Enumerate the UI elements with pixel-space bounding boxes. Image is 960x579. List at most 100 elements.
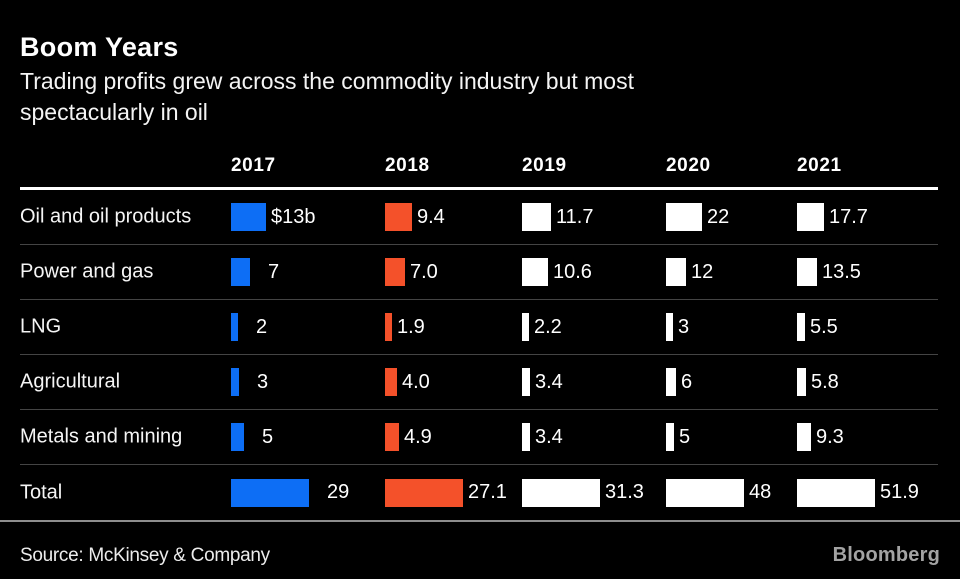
bar-2019: [522, 313, 529, 341]
row-label: Oil and oil products: [20, 205, 192, 228]
bar-value-label: 10.6: [553, 260, 592, 283]
bar-2017: [231, 368, 239, 396]
bar-cell: 5.5: [797, 300, 838, 354]
bar-cell: 7.0: [385, 245, 438, 299]
bar-value-label: 7.0: [410, 260, 438, 283]
bar-cell: 11.7: [522, 190, 593, 244]
bar-value-label: 9.3: [816, 425, 844, 448]
bar-cell: 22: [666, 190, 729, 244]
bar-2020: [666, 258, 686, 286]
bar-value-label: 22: [707, 205, 730, 228]
bar-2020: [666, 368, 676, 396]
bar-value-label: 48: [749, 481, 772, 503]
row-label: Total: [20, 481, 63, 503]
bar-value-label: 7: [268, 260, 280, 283]
row-label: Power and gas: [20, 260, 154, 283]
bar-value-label: 5.5: [810, 315, 838, 338]
bar-cell: 3: [666, 300, 689, 354]
bar-2021: [797, 203, 824, 231]
bar-2020: [666, 478, 744, 507]
bar-2017: [231, 258, 250, 286]
bar-cell: 4.0: [385, 355, 430, 409]
bar-cell: 5: [231, 410, 273, 464]
bar-2021: [797, 423, 811, 451]
subtitle-line-2: spectacularly in oil: [20, 99, 208, 125]
footer: Source: McKinsey & Company Bloomberg: [0, 522, 960, 567]
bar-2017: [231, 423, 244, 451]
bar-value-label: 12: [691, 260, 714, 283]
bar-2021: [797, 478, 875, 507]
header-rule: [20, 187, 938, 190]
table-row: LNG 2 1.9 2.2 3 5.5: [20, 300, 938, 355]
bar-cell: 10.6: [522, 245, 592, 299]
bar-2021: [797, 368, 806, 396]
bar-value-label: 9.4: [417, 205, 445, 228]
year-header-2018: 2018: [385, 155, 430, 176]
bar-value-label: 3: [257, 370, 269, 393]
bar-2019: [522, 203, 551, 231]
bar-value-label: 3.4: [535, 425, 563, 448]
table-row: Agricultural 3 4.0 3.4 6 5.8: [20, 355, 938, 410]
bar-2018: [385, 478, 463, 507]
year-header-2019: 2019: [522, 155, 567, 176]
bar-2019: [522, 258, 548, 286]
bar-2020: [666, 203, 702, 231]
bar-2020: [666, 423, 674, 451]
bar-cell: 4.9: [385, 410, 432, 464]
bar-value-label: 5.8: [811, 370, 839, 393]
bloomberg-logo: Bloomberg: [832, 544, 940, 566]
bar-value-label: 3: [678, 315, 690, 338]
bar-value-label: 31.3: [605, 481, 644, 503]
bar-value-label: $13b: [271, 205, 316, 228]
bar-cell: 6: [666, 355, 692, 409]
source-text: Source: McKinsey & Company: [20, 545, 270, 566]
bar-value-label: 51.9: [880, 481, 919, 503]
bar-cell: 31.3: [522, 465, 644, 520]
bar-value-label: 4.0: [402, 370, 430, 393]
bar-cell: 9.4: [385, 190, 445, 244]
bar-value-label: 27.1: [468, 481, 507, 503]
bar-value-label: 17.7: [829, 205, 868, 228]
bar-2020: [666, 313, 673, 341]
row-label: LNG: [20, 315, 62, 338]
page-title: Boom Years: [20, 32, 179, 62]
bar-value-label: 29: [327, 481, 350, 503]
row-label: Metals and mining: [20, 425, 183, 448]
bar-value-label: 5: [262, 425, 274, 448]
footer-rule: [0, 520, 960, 522]
bar-value-label: 11.7: [556, 205, 594, 228]
bar-cell: 51.9: [797, 465, 919, 520]
bar-value-label: 2.2: [534, 315, 562, 338]
bar-2019: [522, 423, 530, 451]
chart-subtitle: Trading profits grew across the commodit…: [20, 66, 960, 128]
bar-2018: [385, 423, 399, 451]
bar-cell: 12: [666, 245, 713, 299]
year-header-2021: 2021: [797, 155, 842, 176]
table-row: Metals and mining 5 4.9 3.4 5 9.3: [20, 410, 938, 465]
bar-value-label: 3.4: [535, 370, 563, 393]
bar-cell: 9.3: [797, 410, 844, 464]
bar-value-label: 6: [681, 370, 693, 393]
bar-value-label: 13.5: [822, 260, 861, 283]
bar-cell: 3.4: [522, 355, 563, 409]
bar-cell: 7: [231, 245, 279, 299]
bar-2018: [385, 313, 392, 341]
bar-cell: 27.1: [385, 465, 507, 520]
bar-2021: [797, 258, 817, 286]
bar-2017: [231, 313, 238, 341]
table-rows: Oil and oil products $13b 9.4 11.7 22 17.7 Pow…: [20, 190, 938, 520]
year-header-2017: 2017: [231, 155, 276, 176]
bar-cell: 2.2: [522, 300, 562, 354]
bar-2019: [522, 368, 530, 396]
year-header-row: 2017 2018 2019 2020 2021: [20, 128, 938, 187]
bar-value-label: 1.9: [397, 315, 425, 338]
bar-value-label: 2: [256, 315, 268, 338]
bar-cell: 17.7: [797, 190, 868, 244]
bar-2017: [231, 203, 266, 231]
bar-cell: 48: [666, 465, 771, 520]
bar-cell: 1.9: [385, 300, 425, 354]
bar-2019: [522, 478, 600, 507]
bar-value-label: 4.9: [404, 425, 432, 448]
bar-value-label: 5: [679, 425, 691, 448]
